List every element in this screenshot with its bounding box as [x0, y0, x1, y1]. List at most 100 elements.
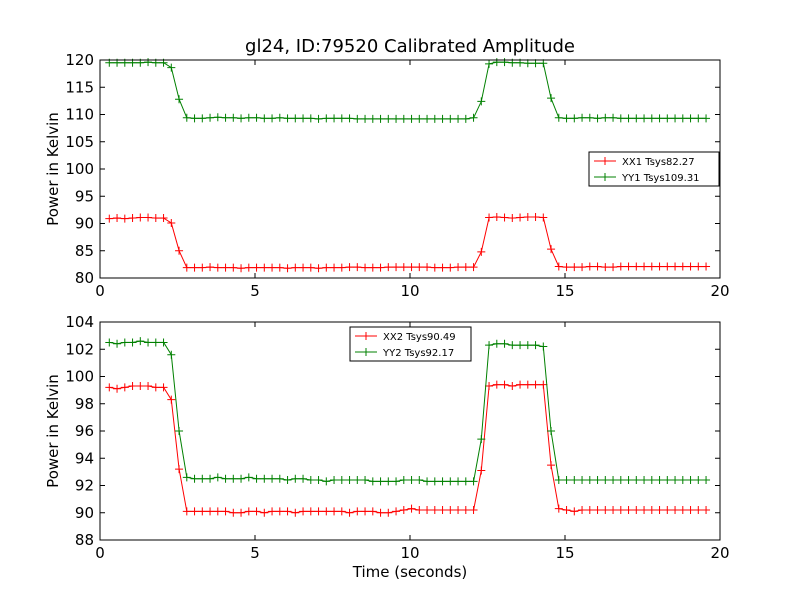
data-point	[283, 114, 292, 123]
data-point	[330, 507, 339, 516]
data-point	[461, 114, 470, 123]
data-point	[663, 262, 672, 271]
data-point	[159, 338, 168, 347]
data-point	[345, 114, 354, 123]
data-point	[361, 263, 370, 272]
y-tick-label: 120	[65, 51, 94, 69]
data-point	[384, 263, 393, 272]
data-point	[655, 476, 664, 485]
y-axis-label: Power in Kelvin	[44, 374, 62, 488]
data-point	[454, 114, 463, 123]
data-point	[430, 506, 439, 515]
data-point	[539, 213, 548, 222]
data-point	[260, 263, 269, 272]
data-point	[461, 263, 470, 272]
data-point	[624, 476, 633, 485]
x-tick-label: 0	[95, 282, 105, 300]
data-point	[198, 474, 207, 483]
data-point	[244, 113, 253, 122]
data-point	[136, 382, 145, 391]
data-point	[609, 506, 618, 515]
data-point	[190, 263, 199, 272]
data-point	[407, 263, 416, 272]
chart-title: gl24, ID:79520 Calibrated Amplitude	[245, 36, 575, 57]
data-point	[144, 58, 153, 67]
data-point	[562, 506, 571, 515]
series-line-2	[109, 61, 707, 120]
data-point	[423, 477, 432, 486]
data-point	[167, 395, 176, 404]
data-point	[291, 263, 300, 272]
data-point	[268, 263, 277, 272]
data-point	[244, 473, 253, 482]
data-point	[632, 476, 641, 485]
data-point	[268, 474, 277, 483]
data-point	[252, 113, 261, 122]
data-point	[570, 263, 579, 272]
data-point	[244, 507, 253, 516]
data-point	[353, 476, 362, 485]
data-point	[213, 113, 222, 122]
data-point	[345, 476, 354, 485]
data-point	[547, 245, 556, 254]
data-point	[438, 506, 447, 515]
data-point	[655, 114, 664, 123]
data-point	[275, 263, 284, 272]
data-point	[632, 262, 641, 271]
data-point	[500, 339, 509, 348]
data-point	[640, 114, 649, 123]
data-point	[508, 214, 517, 223]
data-point	[206, 113, 215, 122]
data-point	[531, 380, 540, 389]
data-point	[314, 476, 323, 485]
data-point	[167, 63, 176, 72]
data-point	[694, 262, 703, 271]
data-point	[159, 214, 168, 223]
data-point	[702, 114, 711, 123]
data-point	[655, 506, 664, 515]
data-point	[415, 263, 424, 272]
data-point	[531, 212, 540, 221]
data-point	[198, 263, 207, 272]
data-point	[609, 476, 618, 485]
legend-label: YY2 Tsys92.17	[382, 348, 454, 359]
y-tick-label: 90	[75, 215, 94, 233]
data-point	[430, 477, 439, 486]
data-point	[616, 506, 625, 515]
data-point	[283, 476, 292, 485]
data-point	[694, 114, 703, 123]
data-point	[237, 474, 246, 483]
data-point	[593, 506, 602, 515]
data-point	[539, 342, 548, 351]
data-point	[275, 113, 284, 122]
data-point	[260, 474, 269, 483]
x-tick-label: 10	[400, 544, 419, 562]
data-point	[229, 508, 238, 517]
data-point	[337, 114, 346, 123]
data-point	[454, 477, 463, 486]
data-point	[151, 383, 160, 392]
data-point	[593, 114, 602, 123]
legend-marker	[362, 348, 370, 356]
data-point	[477, 435, 486, 444]
data-point	[415, 506, 424, 515]
data-point	[314, 264, 323, 273]
data-point	[647, 476, 656, 485]
data-point	[516, 341, 525, 350]
data-point	[206, 474, 215, 483]
x-tick-label: 0	[95, 544, 105, 562]
data-point	[399, 506, 408, 515]
data-point	[368, 114, 377, 123]
y-tick-label: 98	[75, 395, 94, 413]
y-tick-label: 104	[65, 313, 94, 331]
data-point	[120, 214, 129, 223]
data-point	[663, 114, 672, 123]
y-tick-label: 100	[65, 368, 94, 386]
data-point	[136, 213, 145, 222]
y-tick-label: 88	[75, 531, 94, 549]
data-point	[120, 338, 129, 347]
legend: XX2 Tsys90.49 YY2 Tsys92.17	[349, 326, 472, 362]
data-point	[330, 263, 339, 272]
data-point	[268, 507, 277, 516]
y-tick-label: 85	[75, 242, 94, 260]
